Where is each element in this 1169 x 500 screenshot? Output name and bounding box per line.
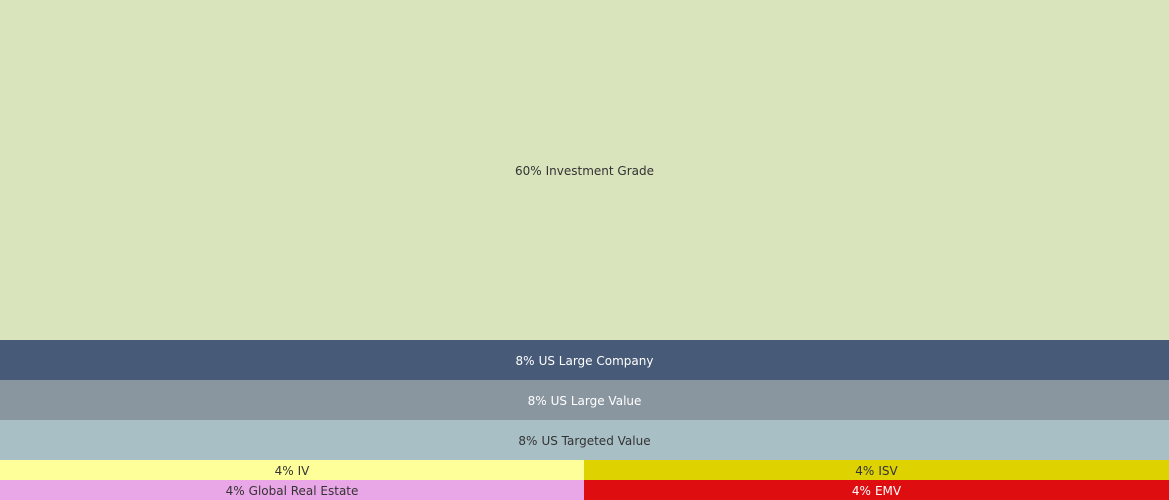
tile <box>584 480 1169 500</box>
tile <box>0 340 1169 380</box>
tile-name: EMV <box>875 484 902 498</box>
tile-name: US Large Value <box>551 394 642 408</box>
tile-label: 8% US Large Company <box>516 354 654 368</box>
tile-label: 60% Investment Grade <box>515 164 654 178</box>
tile-name: US Targeted Value <box>541 434 650 448</box>
tile <box>584 460 1169 480</box>
tile <box>0 0 1169 340</box>
tile-name: Investment Grade <box>546 164 654 178</box>
tile-value-label: 8% <box>528 394 547 408</box>
tile <box>0 460 584 480</box>
tile-name: ISV <box>878 464 898 478</box>
tile-value-label: 8% <box>518 434 537 448</box>
tile-label: 8% US Targeted Value <box>518 434 650 448</box>
tile-value-label: 4% <box>852 484 871 498</box>
tile-name: Global Real Estate <box>249 484 359 498</box>
tile <box>0 420 1169 460</box>
tile-label: 4% ISV <box>855 464 898 478</box>
tile-name: IV <box>298 464 311 478</box>
tile-value-label: 4% <box>855 464 874 478</box>
tile-label: 4% EMV <box>852 484 902 498</box>
tile-label: 4% IV <box>275 464 311 478</box>
tile-value-label: 4% <box>226 484 245 498</box>
tile-value-label: 4% <box>275 464 294 478</box>
tile-value-label: 60% <box>515 164 542 178</box>
tile-label: 4% Global Real Estate <box>226 484 359 498</box>
tile-label: 8% US Large Value <box>528 394 642 408</box>
tile <box>0 380 1169 420</box>
tile-name: US Large Company <box>539 354 654 368</box>
tile-value-label: 8% <box>516 354 535 368</box>
tile <box>0 480 584 500</box>
